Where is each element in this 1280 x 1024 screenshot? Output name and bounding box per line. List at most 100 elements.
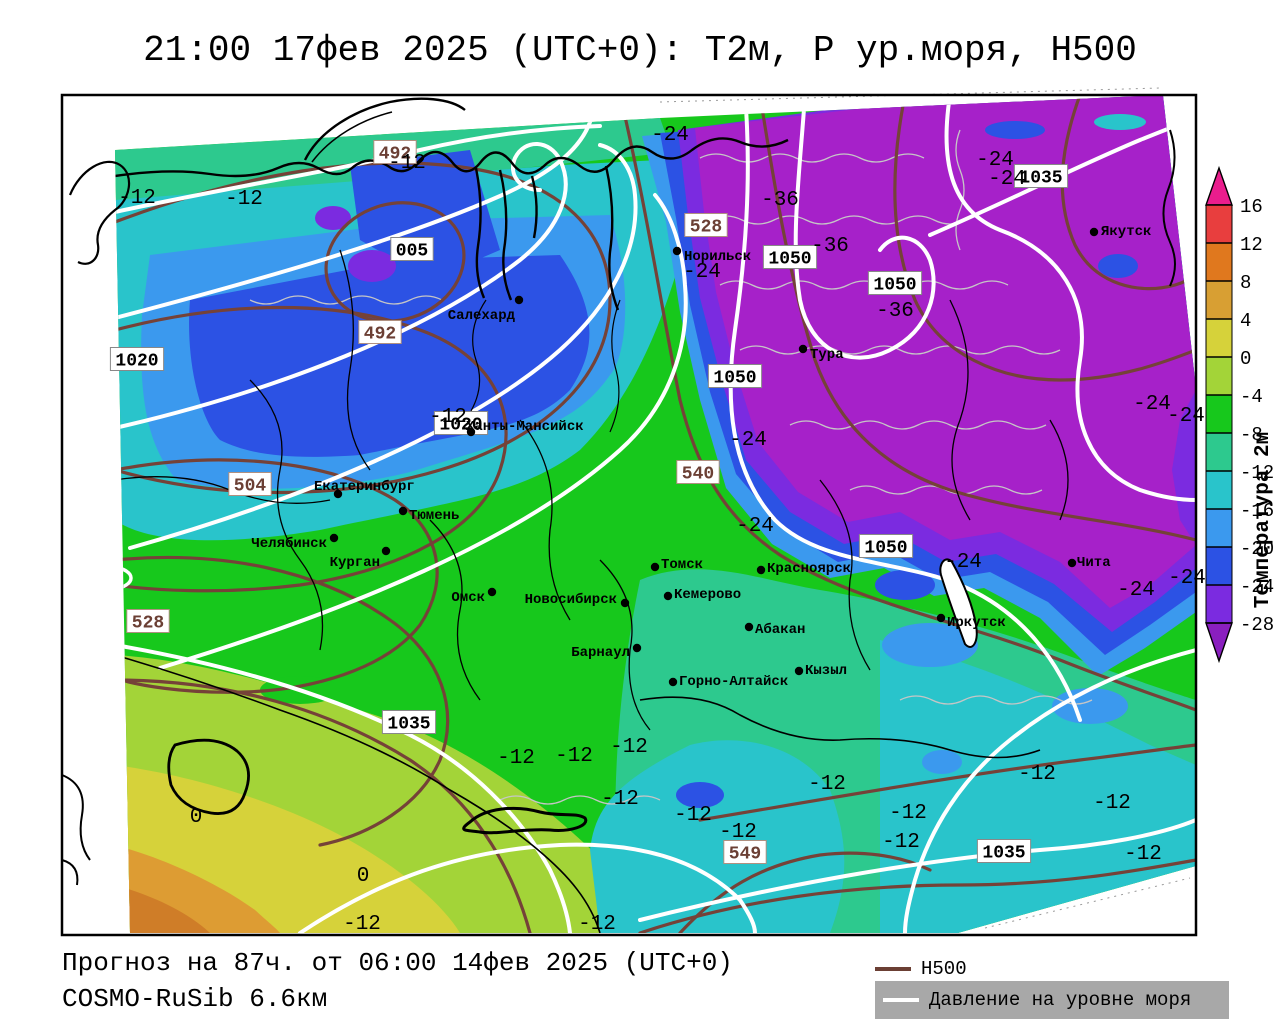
- pressure-label-box: [390, 237, 434, 261]
- h500-label-box: [684, 213, 728, 237]
- h500-label-text: 540: [682, 465, 714, 485]
- colorbar-tick-label: -16: [1240, 500, 1274, 522]
- h500-labels: 492 492 504 528 528 540 549: [126, 140, 767, 865]
- temp-label: -24: [1167, 405, 1205, 428]
- temp-label: -24: [683, 261, 721, 284]
- colorbar-segment: [1205, 394, 1233, 434]
- city-label: Якутск: [1101, 224, 1151, 240]
- city-label: Салехард: [448, 308, 516, 324]
- city-dot: [936, 613, 946, 623]
- city-label: Тура: [810, 347, 844, 363]
- city-dot: [398, 506, 408, 516]
- temperature-shading: [115, 95, 1196, 933]
- pressure-label-box: [867, 271, 923, 295]
- pressure-label-box: [1013, 164, 1069, 188]
- pressure-label-box: [707, 364, 763, 388]
- colorbar-arrow-bottom: [1205, 622, 1233, 664]
- city-dot: [668, 677, 678, 687]
- pressure-label-text: 1050: [864, 539, 907, 559]
- h500-label-text: 492: [364, 325, 396, 345]
- pressure-label-text: 1050: [768, 250, 811, 270]
- temp-label: 0: [357, 865, 370, 888]
- h500-label-box: [723, 840, 767, 864]
- pressure-label-text: 1050: [713, 369, 756, 389]
- h500-label-box: [358, 320, 402, 344]
- temp-label: 0: [190, 806, 203, 829]
- colorbar-tick-label: 12: [1240, 234, 1263, 256]
- map-frame: [60, 93, 1198, 937]
- temp-label: -12: [555, 745, 593, 768]
- city-dot: [1067, 558, 1077, 568]
- temp-label: -12: [889, 802, 927, 825]
- temp-label: -36: [761, 189, 799, 212]
- h500-line-sample: [875, 967, 911, 971]
- city-dot: [620, 598, 630, 608]
- city-markers: Норильск Салехард Тура Ханты-Мансийск Екатер…: [251, 224, 1151, 690]
- city-dot: [663, 591, 673, 601]
- temp-label: -12: [610, 736, 648, 759]
- colorbar-tick-label: -28: [1240, 614, 1274, 636]
- pressure-label-text: 1020: [115, 352, 158, 372]
- h500-label-text: 528: [132, 614, 164, 634]
- colorbar-segment: [1205, 356, 1233, 396]
- city-dot: [1089, 227, 1099, 237]
- temp-label: -12: [1093, 792, 1131, 815]
- temp-label: -12: [429, 406, 467, 429]
- city-label: Красноярск: [767, 561, 851, 577]
- colorbar-tick-label: 8: [1240, 272, 1251, 294]
- margin-coastlines: [61, 87, 1191, 929]
- h500-label-text: 549: [729, 845, 761, 865]
- h500-label-box: [373, 140, 417, 164]
- temp-label: -12: [225, 188, 263, 211]
- legend-h500: Н500: [875, 958, 967, 980]
- city-dot: [333, 489, 343, 499]
- coastlines-borders: [115, 103, 1069, 933]
- city-dot: [650, 562, 660, 572]
- temp-label: -24: [944, 551, 982, 574]
- colorbar-segment: [1205, 470, 1233, 510]
- temp-label: -24: [736, 515, 774, 538]
- city-label: Омск: [451, 590, 485, 606]
- h500-label-text: 528: [690, 218, 722, 238]
- temp-label: -24: [651, 124, 689, 147]
- colorbar-tick-label: -20: [1240, 538, 1274, 560]
- city-label: Кемерово: [674, 587, 741, 603]
- temp-contours: [249, 129, 1093, 805]
- temp-label: -36: [811, 235, 849, 258]
- colorbar-segment: [1205, 584, 1233, 624]
- city-dot: [794, 666, 804, 676]
- model-info: COSMO-RuSib 6.6км: [62, 984, 328, 1014]
- temp-label: -12: [674, 804, 712, 827]
- temp-label: -12: [1018, 763, 1056, 786]
- city-dot: [798, 344, 808, 354]
- pressure-label-text: 1035: [387, 715, 430, 735]
- pressure-label-box: [976, 839, 1032, 863]
- city-dot: [744, 622, 754, 632]
- city-dot: [381, 546, 391, 556]
- colorbar-segment: [1205, 242, 1233, 282]
- pressure-label-text: 1035: [982, 844, 1025, 864]
- h500-label-box: [228, 472, 272, 496]
- temp-label: -12: [388, 152, 426, 175]
- city-dot: [329, 533, 339, 543]
- temp-label: -12: [343, 913, 381, 936]
- temp-label: -24: [729, 429, 767, 452]
- colorbar-segment: [1205, 280, 1233, 320]
- city-label: Новосибирск: [525, 592, 617, 608]
- pressure-label-box: [762, 245, 818, 269]
- city-dot: [632, 643, 642, 653]
- colorbar-tick-label: -4: [1240, 386, 1263, 408]
- temperature-colorbar: 16 12 8 4 0 -4 -8 -12 -16 -20 -24 -28 Температура 2м: [1205, 165, 1275, 664]
- temp-label: -12: [118, 187, 156, 210]
- temp-label: -24: [1168, 567, 1206, 590]
- colorbar-tick-label: -12: [1240, 462, 1274, 484]
- city-label: Екатеринбург: [314, 479, 415, 495]
- h500-label-box: [126, 609, 170, 633]
- colorbar-tick-label: 0: [1240, 348, 1251, 370]
- legend-pressure: Давление на уровне моря: [875, 981, 1229, 1019]
- city-label: Кызыл: [805, 663, 847, 679]
- city-label: Горно-Алтайск: [679, 674, 788, 690]
- temp-label: -24: [1117, 579, 1155, 602]
